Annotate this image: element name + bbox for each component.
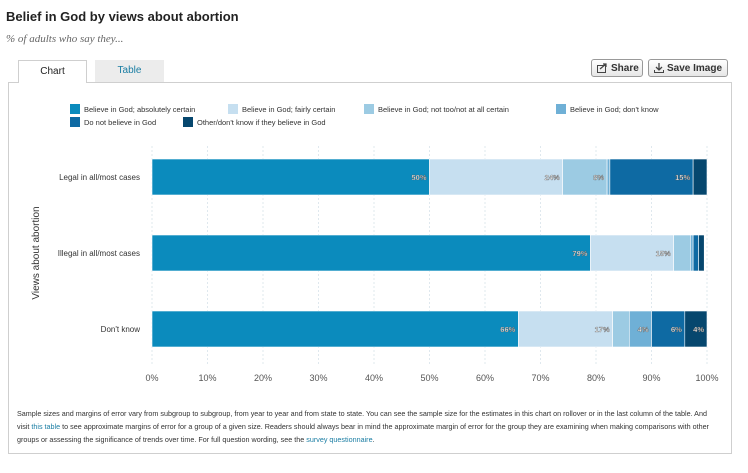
save-image-label: Save Image: [667, 63, 723, 74]
x-tick-label: 20%: [254, 373, 272, 383]
legend-swatch: [70, 104, 80, 114]
y-axis-label: Views about abortion: [31, 206, 42, 299]
data-label: 4%: [693, 325, 704, 334]
footnote-part2: to see approximate margins of error for …: [17, 422, 709, 444]
legend-swatch: [364, 104, 374, 114]
legend-swatch: [183, 117, 193, 127]
bar-segment: [690, 234, 694, 272]
data-label: 15%: [675, 173, 690, 182]
category-label: Illegal in all/most cases: [58, 249, 140, 258]
legend-item[interactable]: Believe in God; don't know: [556, 104, 659, 114]
data-label: 6%: [671, 325, 682, 334]
data-label: 17%: [595, 325, 610, 334]
bar-segment: [612, 310, 630, 348]
bar-segment: [151, 158, 430, 196]
tab-table[interactable]: Table: [95, 60, 164, 82]
legend-label: Other/don't know if they believe in God: [197, 118, 326, 127]
bar-segment: [606, 158, 611, 196]
bar-segment: [590, 234, 675, 272]
legend-item[interactable]: Believe in God; not too/not at all certa…: [364, 104, 509, 114]
legend-label: Believe in God; not too/not at all certa…: [378, 105, 509, 114]
x-tick-label: 50%: [420, 373, 438, 383]
footnote-part3: .: [372, 435, 375, 444]
legend-item[interactable]: Believe in God; absolutely certain: [70, 104, 195, 114]
legend-swatch: [228, 104, 238, 114]
data-label: 50%: [411, 173, 426, 182]
x-tick-label: 0%: [145, 373, 158, 383]
survey-questionnaire-link[interactable]: survey questionnaire: [306, 435, 373, 444]
chart-title: Belief in God by views about abortion: [6, 9, 239, 24]
share-button[interactable]: Share: [591, 59, 643, 77]
category-label: Don't know: [101, 325, 141, 334]
category-label: Legal in all/most cases: [59, 173, 140, 182]
bar-segment: [651, 310, 686, 348]
x-tick-label: 70%: [531, 373, 549, 383]
bar-segment: [692, 234, 699, 272]
bar-segment: [684, 310, 708, 348]
legend-item[interactable]: Other/don't know if they believe in God: [183, 117, 326, 127]
bar-segment: [151, 310, 519, 348]
x-tick-label: 30%: [309, 373, 327, 383]
legend-swatch: [70, 117, 80, 127]
legend-label: Believe in God; absolutely certain: [84, 105, 196, 114]
legend-label: Do not believe in God: [84, 118, 157, 127]
footnote: Sample sizes and margins of error vary f…: [17, 407, 717, 446]
data-label: 79%: [572, 249, 587, 258]
footnote-part1: Sample sizes and margins of error vary f…: [17, 409, 707, 431]
bar-segment: [429, 158, 563, 196]
bar-segment: [151, 234, 591, 272]
bar-segment: [692, 158, 708, 196]
legend-item[interactable]: Do not believe in God: [70, 117, 156, 127]
bar-segment: [698, 234, 705, 272]
bar-segment: [673, 234, 691, 272]
data-label: 15%: [656, 249, 671, 258]
x-tick-label: 60%: [476, 373, 494, 383]
share-icon: [597, 63, 607, 73]
x-tick-label: 10%: [198, 373, 216, 383]
legend-item[interactable]: Believe in God; fairly certain: [228, 104, 335, 114]
legend-label: Believe in God; don't know: [570, 105, 659, 114]
legend-label: Believe in God; fairly certain: [242, 105, 336, 114]
x-tick-label: 90%: [642, 373, 660, 383]
bar-segment: [609, 158, 694, 196]
bar-segment: [517, 310, 613, 348]
data-label: 4%: [638, 325, 649, 334]
x-tick-label: 100%: [695, 373, 718, 383]
legend-swatch: [556, 104, 566, 114]
data-label: 24%: [545, 173, 560, 182]
save-image-button[interactable]: Save Image: [648, 59, 728, 77]
chart-subtitle: % of adults who say they...: [6, 33, 124, 45]
x-tick-label: 80%: [587, 373, 605, 383]
data-label: 8%: [593, 173, 604, 182]
this-table-link[interactable]: this table: [31, 422, 61, 431]
download-icon: [654, 63, 664, 73]
tab-chart[interactable]: Chart: [18, 60, 87, 83]
x-tick-label: 40%: [365, 373, 383, 383]
data-label: 66%: [500, 325, 515, 334]
share-label: Share: [611, 63, 639, 74]
bar-segment: [562, 158, 608, 196]
